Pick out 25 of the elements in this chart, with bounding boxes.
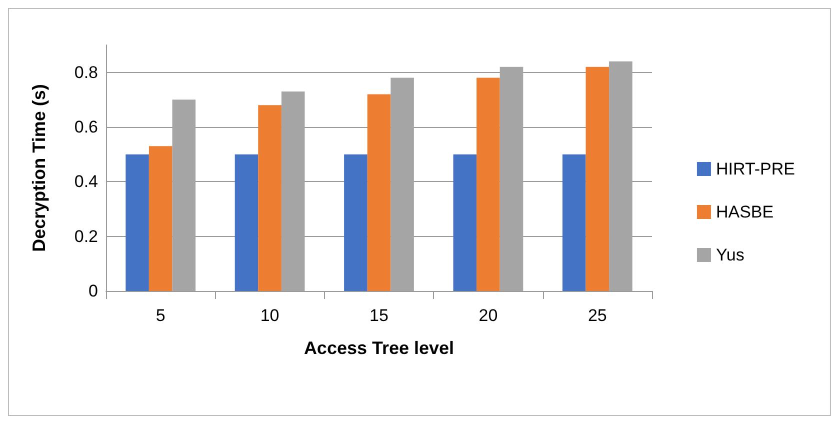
bar (148, 146, 172, 291)
bar (126, 154, 149, 291)
bar (562, 154, 586, 291)
bar (453, 154, 477, 291)
x-axis-title: Access Tree level (304, 338, 454, 358)
legend-label: HASBE (716, 202, 774, 222)
x-tick-label: 5 (156, 306, 166, 325)
y-axis-title: Decryption Time (s) (29, 84, 49, 252)
bar (258, 105, 282, 291)
x-tick-label: 20 (478, 306, 498, 325)
bar (367, 94, 391, 291)
x-tick-label: 15 (370, 306, 388, 325)
bar (586, 66, 610, 291)
bar (344, 154, 368, 291)
y-tick-label: 0 (88, 282, 98, 300)
legend-label: Yus (716, 246, 744, 264)
x-tick-label: 25 (588, 306, 607, 325)
y-tick-label: 0.6 (74, 118, 98, 136)
legend-label: HIRT-PRE (716, 160, 796, 178)
y-tick-label: 0.4 (74, 172, 98, 192)
x-tick-label: 10 (260, 306, 280, 325)
bar (234, 154, 258, 291)
bar (476, 78, 500, 291)
y-tick-label: 0.2 (74, 226, 98, 246)
y-tick-label: 0.8 (74, 62, 98, 82)
